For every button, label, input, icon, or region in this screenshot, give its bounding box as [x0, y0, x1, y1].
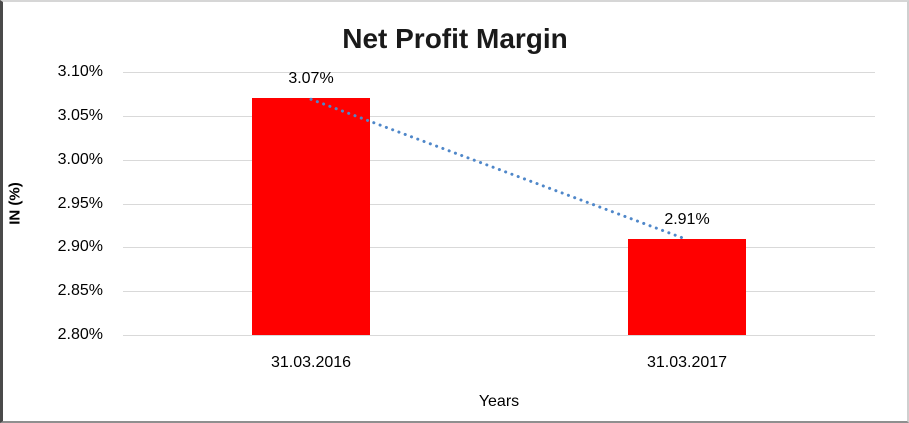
y-tick-label: 3.05%	[57, 107, 103, 124]
gridline	[123, 247, 875, 248]
trendline	[309, 97, 689, 242]
trendline-segment	[309, 97, 689, 242]
bar-data-label: 3.07%	[288, 70, 334, 87]
y-tick-label: 2.90%	[57, 238, 103, 255]
y-tick-label: 3.10%	[57, 63, 103, 80]
y-tick-label: 2.95%	[57, 195, 103, 212]
y-tick-label: 3.00%	[57, 151, 103, 168]
gridline	[123, 160, 875, 161]
gridline	[123, 72, 875, 73]
plot-area: 3.07% 2.91%	[123, 70, 875, 336]
y-tick-label: 2.85%	[57, 282, 103, 299]
bar-data-label: 2.91%	[664, 211, 710, 228]
bar-31.03.2017	[628, 239, 746, 335]
x-tick-label: 31.03.2016	[270, 354, 352, 371]
gridline	[123, 116, 875, 117]
bar-31.03.2016	[252, 98, 370, 335]
x-tick-label: 31.03.2017	[646, 354, 728, 371]
y-tick-label: 2.80%	[57, 326, 103, 343]
gridline	[123, 335, 875, 336]
gridline	[123, 204, 875, 205]
x-axis-title: Years	[478, 393, 520, 410]
chart-title: Net Profit Margin	[342, 23, 568, 54]
gridline	[123, 291, 875, 292]
